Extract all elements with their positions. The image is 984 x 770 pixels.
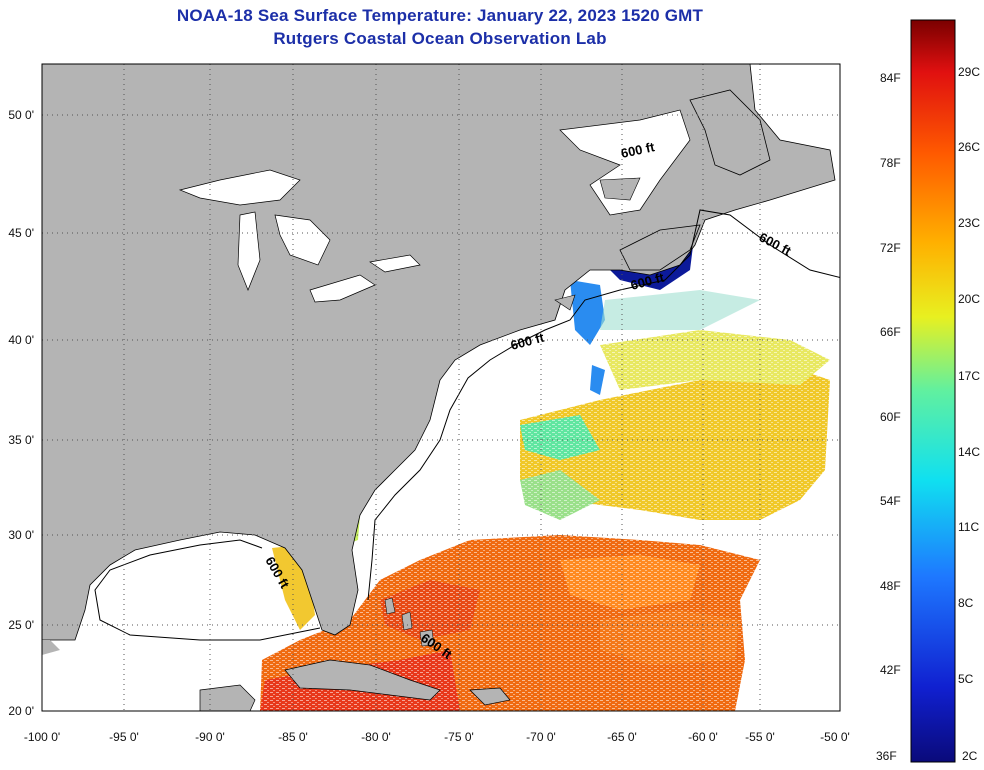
- x-tick: -55 0': [745, 730, 775, 744]
- colorbar-c-label: 29C: [958, 65, 981, 79]
- contour-label-newfoundland: 600 ft: [620, 139, 657, 161]
- x-tick: -60 0': [688, 730, 718, 744]
- sst-mid-atlantic: [520, 330, 830, 520]
- colorbar-f-label: 42F: [880, 663, 901, 677]
- x-tick: -80 0': [361, 730, 391, 744]
- y-tick: 50 0': [8, 108, 34, 122]
- y-tick: 25 0': [8, 618, 34, 632]
- colorbar-f-label: 72F: [880, 241, 901, 255]
- colorbar-f-label: 78F: [880, 156, 901, 170]
- x-tick: -65 0': [607, 730, 637, 744]
- land-caribbean: [199, 597, 511, 711]
- colorbar-c-label: 20C: [958, 292, 981, 306]
- colorbar-c-label: 8C: [958, 596, 974, 610]
- x-tick: -85 0': [278, 730, 308, 744]
- colorbar-c-label: 14C: [958, 445, 981, 459]
- colorbar-f-label: 66F: [880, 325, 901, 339]
- map-subtitle: Rutgers Coastal Ocean Observation Lab: [273, 29, 607, 48]
- x-tick: -100 0': [23, 730, 61, 744]
- colorbar-c-label: 17C: [958, 369, 981, 383]
- y-tick: 30 0': [8, 528, 34, 542]
- colorbar-f-label: 54F: [880, 494, 901, 508]
- x-tick: -90 0': [195, 730, 225, 744]
- depth-contour-600ft: [94, 209, 840, 641]
- colorbar-f-label: 84F: [880, 71, 901, 85]
- x-tick: -70 0': [526, 730, 556, 744]
- colorbar-c-label: 26C: [958, 140, 981, 154]
- colorbar-f-label: 48F: [880, 579, 901, 593]
- y-tick: 35 0': [8, 433, 34, 447]
- map-border: [41, 63, 841, 712]
- colorbar-c-label: 2C: [962, 749, 978, 763]
- colorbar-c-label: 11C: [958, 520, 980, 534]
- x-tick: -95 0': [109, 730, 139, 744]
- graticule: [42, 64, 840, 711]
- x-tick: -50 0': [820, 730, 850, 744]
- map-title: NOAA-18 Sea Surface Temperature: January…: [176, 6, 704, 25]
- colorbar-c-label: 5C: [958, 672, 974, 686]
- y-tick: 40 0': [8, 333, 34, 347]
- colorbar-f-label: 60F: [880, 410, 901, 424]
- x-tick: -75 0': [444, 730, 474, 744]
- colorbar: [910, 19, 956, 763]
- colorbar-c-label: 23C: [958, 216, 981, 230]
- y-tick: 20 0': [8, 704, 34, 718]
- y-tick: 45 0': [8, 226, 34, 240]
- land-north-america: [42, 64, 836, 655]
- colorbar-f-label: 36F: [876, 749, 897, 763]
